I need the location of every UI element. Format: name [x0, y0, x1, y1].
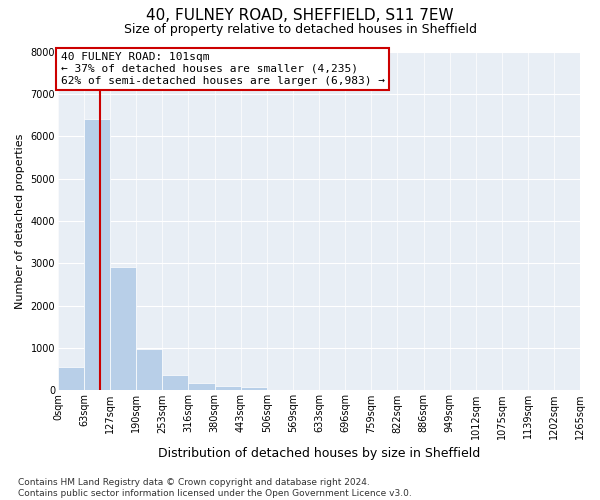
Bar — [84, 120, 110, 390]
Text: Size of property relative to detached houses in Sheffield: Size of property relative to detached ho… — [124, 22, 476, 36]
Bar — [188, 383, 215, 390]
Text: 40 FULNEY ROAD: 101sqm
← 37% of detached houses are smaller (4,235)
62% of semi-: 40 FULNEY ROAD: 101sqm ← 37% of detached… — [61, 52, 385, 86]
Bar — [241, 387, 267, 390]
Y-axis label: Number of detached properties: Number of detached properties — [15, 134, 25, 308]
Bar — [136, 349, 163, 391]
Bar — [163, 374, 188, 390]
Bar — [58, 367, 84, 390]
Text: 40, FULNEY ROAD, SHEFFIELD, S11 7EW: 40, FULNEY ROAD, SHEFFIELD, S11 7EW — [146, 8, 454, 22]
Bar — [110, 266, 136, 390]
Bar — [215, 386, 241, 390]
Text: Contains HM Land Registry data © Crown copyright and database right 2024.
Contai: Contains HM Land Registry data © Crown c… — [18, 478, 412, 498]
X-axis label: Distribution of detached houses by size in Sheffield: Distribution of detached houses by size … — [158, 447, 480, 460]
